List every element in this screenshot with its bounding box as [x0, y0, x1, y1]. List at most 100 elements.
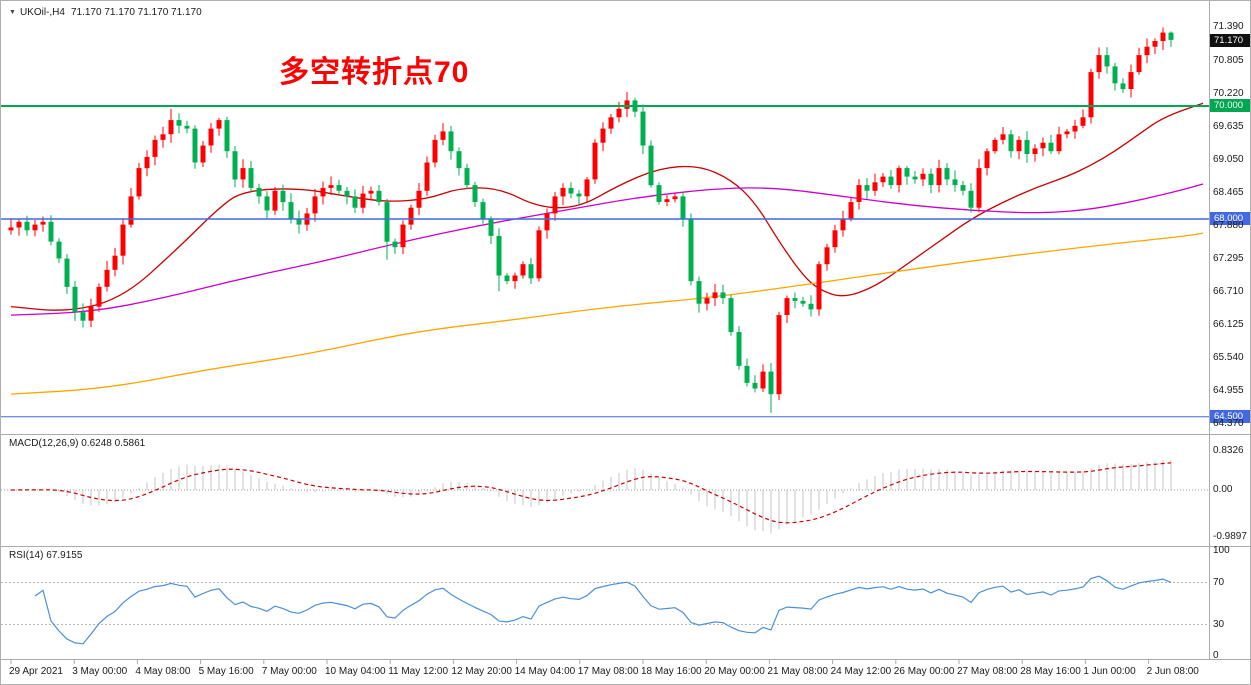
candle-body [336, 185, 342, 191]
candle-body [704, 298, 710, 304]
candle-body [752, 382, 758, 389]
candle-body [1136, 55, 1142, 73]
candle-body [48, 221, 54, 242]
candle-body [240, 168, 246, 180]
candle-body [856, 185, 862, 202]
candle-body [448, 131, 454, 152]
candle-body [552, 196, 558, 214]
candle-body [624, 100, 630, 109]
hline-645-label: 64.500 [1210, 410, 1250, 423]
candle-body [1104, 55, 1110, 67]
candle-body [144, 156, 150, 169]
candle-body [56, 241, 62, 259]
candle-body [544, 213, 550, 231]
candle-body [1056, 134, 1062, 152]
candle-body [192, 128, 198, 163]
candle-body [720, 292, 726, 299]
macd-indicator-label: MACD(12,26,9) 0.6248 0.5861 [9, 438, 146, 449]
candle-body [808, 303, 814, 310]
candle-body [200, 145, 206, 163]
candle-body [232, 151, 238, 180]
hline-70-label: 70.000 [1210, 99, 1250, 112]
candle-body [136, 168, 142, 197]
candle-body [296, 219, 302, 225]
candle-body [1168, 32, 1174, 40]
ma-mid-magenta-line [10, 183, 1204, 316]
candle-body [776, 315, 782, 395]
candle-body [440, 131, 446, 140]
candle-body [736, 332, 742, 366]
candle-body [424, 162, 430, 191]
candle-body [184, 125, 190, 129]
candle-body [1080, 117, 1086, 126]
candle-body [568, 187, 574, 194]
candle-body [1032, 148, 1038, 154]
candle-body [1144, 46, 1150, 56]
candle-body [1096, 55, 1102, 73]
candle-body [872, 182, 878, 191]
candle-body [504, 275, 510, 282]
candle-body [968, 190, 974, 208]
candle-body [480, 202, 486, 219]
candle-body [1112, 66, 1118, 84]
chart-marker-icon: ▼ [9, 9, 16, 16]
candle-body [488, 219, 494, 236]
candle-body [864, 185, 870, 191]
candle-body [648, 145, 654, 186]
candle-body [520, 264, 526, 276]
candle-body [472, 185, 478, 202]
ohlc-text: 71.170 71.170 71.170 71.170 [70, 7, 202, 18]
candle-body [592, 142, 598, 180]
rsi-line [34, 575, 1172, 645]
candle-body [496, 235, 502, 276]
candle-body [456, 151, 462, 169]
candle-body [792, 298, 798, 301]
candle-body [120, 224, 126, 256]
candle-body [920, 173, 926, 180]
candle-body [584, 179, 590, 197]
candle-body [80, 312, 86, 321]
candle-body [1008, 134, 1014, 152]
candle-body [912, 176, 918, 180]
candle-body [888, 176, 894, 186]
candle-body [1024, 139, 1030, 154]
candle-body [96, 286, 102, 307]
candle-body [216, 120, 222, 129]
candle-body [944, 168, 950, 180]
candle-body [1160, 32, 1166, 42]
macd-signal-line [10, 462, 1172, 524]
hline-68-label: 68.000 [1210, 212, 1250, 225]
candle-body [176, 120, 182, 126]
candle-body [392, 241, 398, 248]
candle-body [128, 196, 134, 225]
candle-body [32, 224, 38, 231]
candle-body [824, 247, 830, 265]
candle-body [272, 190, 278, 211]
candle-body [512, 275, 518, 282]
candle-body [936, 168, 942, 186]
candle-body [528, 264, 534, 279]
candle-body [992, 139, 998, 152]
candle-body [728, 298, 734, 332]
candle-body [280, 190, 286, 203]
candle-body [848, 202, 854, 219]
candle-body [928, 173, 934, 186]
candle-body [384, 202, 390, 242]
candle-body [768, 371, 774, 395]
candle-body [400, 224, 406, 248]
ma-fast-red-line [10, 102, 1204, 311]
candle-body [152, 139, 158, 157]
candle-body [1072, 125, 1078, 132]
candle-body [608, 117, 614, 129]
candle-body [1120, 83, 1126, 90]
candle-body [672, 196, 678, 200]
candle-body [832, 230, 838, 248]
candle-body [1000, 134, 1006, 140]
candle-body [712, 292, 718, 299]
candle-body [16, 221, 22, 228]
candle-body [1128, 72, 1134, 89]
candle-body [880, 176, 886, 183]
candle-body [256, 187, 262, 197]
